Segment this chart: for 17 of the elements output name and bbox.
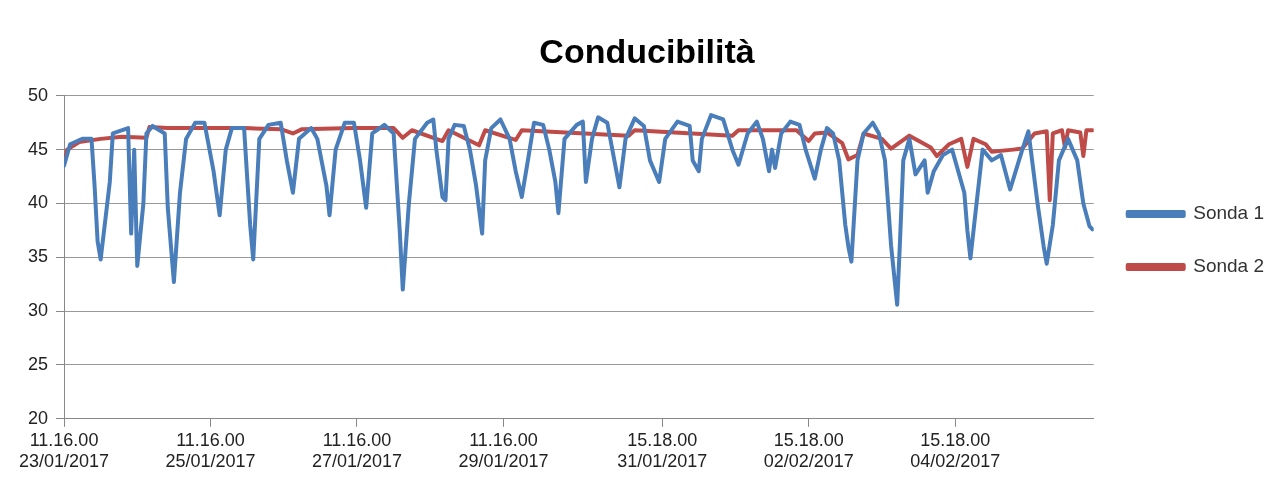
- y-tick-label: 45: [27, 138, 49, 159]
- y-tick-label: 30: [27, 300, 49, 321]
- y-tick-label: 50: [27, 84, 49, 105]
- chart-title: Conducibilità: [539, 31, 755, 70]
- x-tick-label: 11.16.00 23/01/2017: [18, 429, 110, 472]
- x-tick-label: 15.18.00 31/01/2017: [617, 429, 708, 472]
- y-tick-label: 20: [27, 407, 49, 428]
- x-tick-label: 11.16.00 27/01/2017: [311, 429, 403, 472]
- legend-label: Sonda 1: [1193, 202, 1265, 224]
- y-tick-label: 40: [27, 192, 49, 213]
- x-tick-label: 11.16.00 25/01/2017: [165, 429, 256, 472]
- legend-label: Sonda 2: [1193, 255, 1265, 277]
- x-tick-label: 15.18.00 02/02/2017: [763, 429, 854, 472]
- y-tick-label: 25: [27, 353, 49, 374]
- y-tick-label: 35: [27, 246, 49, 267]
- x-tick-label: 11.16.00 29/01/2017: [458, 429, 549, 472]
- x-tick-label: 15.18.00 04/02/2017: [910, 429, 1001, 472]
